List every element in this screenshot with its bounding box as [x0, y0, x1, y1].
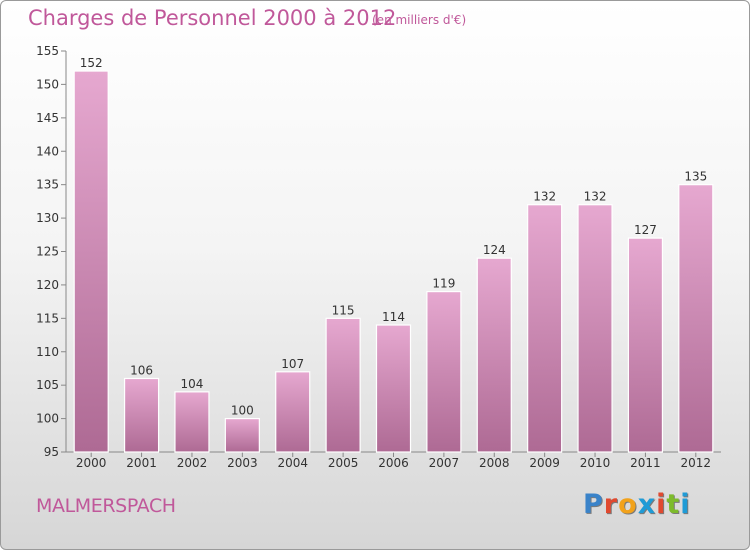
bar-2011 [627, 237, 664, 453]
y-tick-label: 105 [36, 378, 59, 392]
bar-2009 [527, 204, 563, 453]
logo-letter: t [666, 489, 681, 520]
y-tick-label: 125 [36, 245, 59, 259]
bar-2001 [123, 377, 160, 453]
y-tick-label: 155 [36, 44, 59, 58]
x-tick-label-2012: 2012 [681, 456, 712, 470]
x-tick-label-2007: 2007 [429, 456, 460, 470]
y-tick-label: 95 [44, 445, 59, 459]
y-tick-label: 115 [36, 311, 59, 325]
x-tick-label-2006: 2006 [378, 456, 409, 470]
bar-2005 [325, 317, 361, 453]
y-tick-label: 135 [36, 178, 59, 192]
bar-2000 [73, 70, 109, 453]
x-tick-label-2008: 2008 [479, 456, 510, 470]
data-label-2010: 132 [584, 190, 607, 204]
x-tick-label-2011: 2011 [630, 456, 661, 470]
x-tick-label-2009: 2009 [529, 456, 560, 470]
data-label-2012: 135 [684, 170, 707, 184]
bar-2003 [224, 417, 260, 453]
data-label-2006: 114 [382, 310, 405, 324]
logo-letter: P [583, 489, 604, 520]
y-tick-label: 120 [36, 278, 59, 292]
x-tick-label-2010: 2010 [580, 456, 611, 470]
y-tick-label: 100 [36, 412, 59, 426]
y-tick-label: 110 [36, 345, 59, 359]
bar-2008 [476, 257, 512, 453]
x-tick-label-2000: 2000 [76, 456, 107, 470]
x-tick-label-2002: 2002 [177, 456, 208, 470]
chart-title: Charges de Personnel 2000 à 2012 [28, 6, 397, 30]
y-tick-label: 130 [36, 211, 59, 225]
data-label-2007: 119 [432, 277, 455, 291]
x-tick-label-2005: 2005 [328, 456, 359, 470]
data-label-2002: 104 [181, 377, 204, 391]
data-label-2001: 106 [130, 363, 153, 377]
bar-2010 [577, 204, 613, 453]
logo-letter: i [680, 489, 691, 520]
data-label-2011: 127 [634, 223, 657, 237]
y-tick-label: 140 [36, 144, 59, 158]
y-tick-label: 145 [36, 111, 59, 125]
logo-letter: o [618, 489, 638, 520]
data-label-2000: 152 [80, 56, 103, 70]
data-label-2004: 107 [281, 357, 304, 371]
commune-name: MALMERSPACH [36, 495, 176, 517]
x-tick-label-2001: 2001 [126, 456, 157, 470]
data-label-2009: 132 [533, 190, 556, 204]
y-tick-label: 150 [36, 77, 59, 91]
chart-subtitle: (en milliers d'€) [372, 13, 467, 27]
bar-2006 [375, 324, 412, 453]
logo-letter: r [603, 489, 619, 520]
data-label-2003: 100 [231, 404, 254, 418]
data-label-2008: 124 [483, 243, 506, 257]
bar-2012 [678, 184, 714, 453]
bar-2004 [275, 371, 311, 453]
data-label-2005: 115 [332, 303, 355, 317]
x-tick-label-2004: 2004 [277, 456, 308, 470]
bar-2007 [426, 291, 462, 453]
bar-2002 [174, 391, 210, 453]
logo-letter: x [637, 489, 657, 520]
x-tick-label-2003: 2003 [227, 456, 258, 470]
proxiti-logo: Proxiti [583, 489, 691, 520]
logo-letter: i [656, 489, 667, 520]
